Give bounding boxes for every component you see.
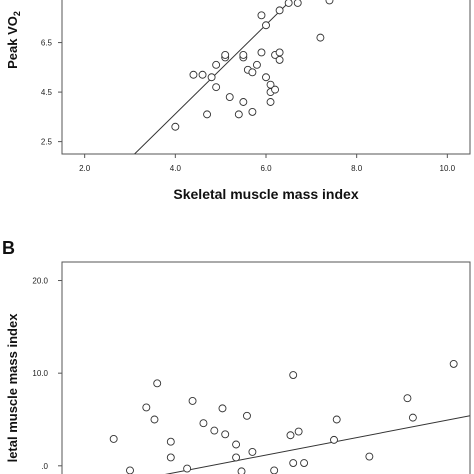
data-point xyxy=(225,93,234,101)
data-point xyxy=(271,85,280,94)
data-point xyxy=(266,80,275,89)
data-point xyxy=(212,83,221,92)
y-tick-label: 6.5 xyxy=(41,39,53,48)
data-point xyxy=(171,122,180,131)
panel-b-chart: B letal muscle mass index .0 10.0 20.0 xyxy=(2,238,471,474)
data-point xyxy=(300,459,309,467)
panel-a-chart: Peak VO2 Skeletal muscle mass index 2.5 4… xyxy=(5,0,471,202)
data-point xyxy=(210,426,219,435)
y-tick-label: 10.0 xyxy=(32,369,48,378)
data-point xyxy=(257,11,266,20)
data-point xyxy=(234,110,243,119)
data-point xyxy=(449,359,458,368)
panel-a-x-axis-label: Skeletal muscle mass index xyxy=(173,186,358,202)
y-tick-label: 4.5 xyxy=(41,88,53,97)
data-point xyxy=(232,453,241,462)
panel-b-y-axis-label: letal muscle mass index xyxy=(5,313,20,463)
x-tick-label: 8.0 xyxy=(351,164,363,173)
data-point xyxy=(365,452,374,461)
data-point xyxy=(153,379,162,388)
data-point xyxy=(330,435,338,444)
panel-a-y-axis-label: Peak VO2 xyxy=(5,11,22,69)
data-point xyxy=(166,437,175,446)
data-point xyxy=(275,6,284,15)
data-point xyxy=(248,447,257,456)
data-point xyxy=(262,73,270,82)
data-point xyxy=(232,440,241,449)
data-point xyxy=(189,70,198,79)
data-point xyxy=(199,419,208,428)
data-point xyxy=(126,466,134,474)
data-point xyxy=(275,55,284,64)
data-point xyxy=(203,110,212,119)
data-point xyxy=(166,453,175,462)
x-tick-label: 10.0 xyxy=(440,164,456,173)
data-point xyxy=(150,415,159,424)
data-point xyxy=(198,70,207,79)
data-point xyxy=(293,0,302,7)
data-point xyxy=(183,464,192,473)
data-point xyxy=(403,394,412,403)
data-point xyxy=(286,431,295,440)
data-point xyxy=(325,0,334,5)
data-point xyxy=(237,467,246,474)
data-point xyxy=(221,51,230,59)
data-point xyxy=(332,415,341,424)
data-point xyxy=(243,411,251,420)
data-point xyxy=(239,51,248,59)
plot-area xyxy=(61,261,471,474)
data-point xyxy=(188,397,197,405)
data-point xyxy=(408,413,417,422)
regression-line xyxy=(164,415,470,474)
data-point xyxy=(221,430,230,439)
data-point xyxy=(218,404,227,413)
data-point xyxy=(262,21,270,30)
x-tick-label: 4.0 xyxy=(170,164,182,173)
data-point xyxy=(257,48,266,57)
data-point xyxy=(266,98,275,106)
data-point xyxy=(212,60,221,69)
data-point xyxy=(248,107,257,116)
data-point xyxy=(275,48,284,57)
data-point xyxy=(207,73,216,82)
data-point xyxy=(142,403,151,412)
data-point xyxy=(284,0,293,7)
x-tick-label: 2.0 xyxy=(79,164,91,173)
y-tick-label: 2.5 xyxy=(41,138,53,147)
y-tick-label: 20.0 xyxy=(32,277,48,286)
x-tick-label: 6.0 xyxy=(260,164,272,173)
data-point xyxy=(248,68,257,77)
data-point xyxy=(270,466,279,474)
data-point xyxy=(109,434,118,443)
data-point xyxy=(289,371,298,379)
panel-b-letter: B xyxy=(2,238,15,258)
data-point xyxy=(289,459,298,467)
data-point xyxy=(239,98,248,106)
data-point xyxy=(252,60,261,69)
data-point xyxy=(316,33,325,42)
y-tick-label: .0 xyxy=(41,462,48,471)
data-point xyxy=(294,427,303,436)
